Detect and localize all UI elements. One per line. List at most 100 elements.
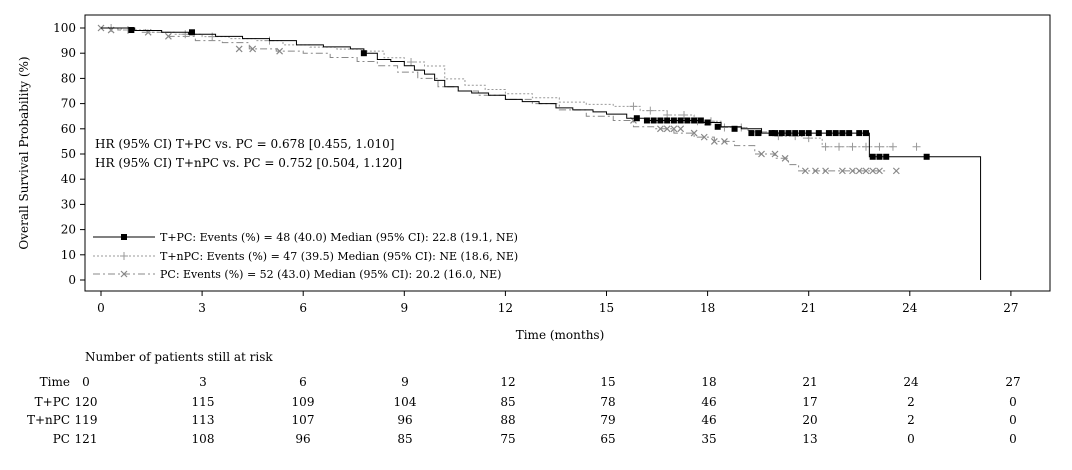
risk-cell: 107 bbox=[292, 413, 315, 427]
censor-mark bbox=[164, 32, 172, 40]
risk-time-cell: 24 bbox=[903, 375, 919, 389]
censor-mark bbox=[876, 153, 883, 160]
censor-mark bbox=[663, 125, 671, 133]
censor-mark bbox=[690, 129, 698, 137]
censor-mark bbox=[714, 123, 721, 130]
risk-cell: 108 bbox=[192, 432, 215, 446]
censor-mark bbox=[670, 125, 678, 133]
x-axis-label: Time (months) bbox=[516, 328, 605, 342]
censor-mark bbox=[781, 154, 789, 162]
risk-time-cell: 15 bbox=[600, 375, 615, 389]
risk-row-label: T+PC bbox=[35, 395, 70, 409]
y-tick-label: 70 bbox=[61, 97, 76, 111]
risk-table: Number of patients still at risk Time 0 3 6… bbox=[27, 350, 1021, 446]
x-axis: 0 3 6 9 12 15 18 21 24 27 bbox=[97, 291, 1019, 315]
y-axis: 0 10 20 30 40 50 60 70 80 90 100 bbox=[53, 21, 85, 287]
censor-mark bbox=[912, 142, 921, 151]
risk-time-cell: 3 bbox=[199, 375, 207, 389]
censor-mark bbox=[629, 102, 638, 111]
legend-label: T+nPC: Events (%) = 47 (39.5) Median (95… bbox=[160, 250, 518, 263]
risk-time-cell: 21 bbox=[802, 375, 817, 389]
hr-annotation-tnpc: HR (95% CI) T+nPC vs. PC = 0.752 [0.504,… bbox=[95, 156, 402, 170]
censor-mark bbox=[801, 167, 809, 175]
legend-marker bbox=[120, 252, 128, 260]
risk-cell: 17 bbox=[802, 395, 817, 409]
censor-mark bbox=[704, 119, 711, 126]
legend: T+PC: Events (%) = 48 (40.0) Median (95%… bbox=[93, 231, 518, 281]
risk-cell: 65 bbox=[600, 432, 615, 446]
censor-mark bbox=[710, 137, 718, 145]
censor-mark bbox=[650, 117, 657, 124]
legend-marker bbox=[120, 270, 128, 278]
risk-cell: 119 bbox=[75, 413, 98, 427]
risk-cell: 0 bbox=[1009, 413, 1017, 427]
censor-mark bbox=[208, 32, 217, 41]
risk-cell: 78 bbox=[600, 395, 615, 409]
risk-cell: 96 bbox=[397, 413, 412, 427]
censor-mark bbox=[181, 30, 190, 39]
censor-mark bbox=[812, 167, 819, 175]
censor-mark bbox=[835, 142, 844, 151]
risk-header-label: Time bbox=[40, 375, 70, 389]
y-tick-label: 0 bbox=[68, 273, 76, 287]
y-tick-label: 50 bbox=[61, 147, 76, 161]
y-tick-label: 20 bbox=[61, 223, 76, 237]
risk-cell: 121 bbox=[75, 432, 98, 446]
censor-mark bbox=[633, 115, 640, 122]
y-axis-label: Overall Survival Probability (%) bbox=[17, 56, 31, 249]
survival-curves bbox=[97, 24, 982, 280]
x-tick-label: 15 bbox=[599, 301, 614, 315]
risk-cell: 2 bbox=[907, 395, 915, 409]
censor-mark bbox=[677, 125, 685, 133]
censor-mark bbox=[657, 117, 664, 124]
risk-cell: 79 bbox=[600, 413, 615, 427]
censor-mark bbox=[848, 142, 857, 151]
censor-mark bbox=[768, 130, 775, 137]
risk-cell: 120 bbox=[75, 395, 98, 409]
censor-mark bbox=[805, 130, 812, 137]
censor-mark bbox=[684, 117, 691, 124]
censor-mark bbox=[697, 117, 704, 124]
censor-mark bbox=[821, 142, 830, 151]
x-tick-label: 3 bbox=[198, 301, 206, 315]
censor-mark bbox=[832, 130, 839, 137]
x-tick-label: 18 bbox=[700, 301, 715, 315]
censor-mark bbox=[883, 153, 890, 160]
risk-cell: 35 bbox=[701, 432, 716, 446]
censor-mark bbox=[855, 167, 863, 175]
risk-time-cell: 0 bbox=[82, 375, 90, 389]
censor-mark bbox=[838, 167, 846, 175]
risk-cell: 85 bbox=[397, 432, 412, 446]
censor-mark bbox=[862, 130, 869, 137]
risk-cell: 0 bbox=[907, 432, 915, 446]
censor-mark bbox=[731, 125, 738, 132]
x-tick-label: 21 bbox=[801, 301, 816, 315]
censor-mark bbox=[846, 130, 853, 137]
x-tick-label: 12 bbox=[498, 301, 513, 315]
risk-cell: 46 bbox=[701, 413, 716, 427]
y-tick-label: 100 bbox=[53, 21, 76, 35]
censor-mark bbox=[822, 167, 829, 175]
censor-mark bbox=[856, 130, 863, 137]
hr-annotation-tpc: HR (95% CI) T+PC vs. PC = 0.678 [0.455, … bbox=[95, 137, 394, 151]
survival-line bbox=[101, 27, 893, 148]
censor-mark bbox=[188, 29, 195, 36]
risk-cell: 104 bbox=[394, 395, 417, 409]
censor-mark bbox=[755, 130, 762, 137]
censor-mark bbox=[128, 27, 135, 34]
y-tick-label: 90 bbox=[61, 46, 76, 60]
legend-marker bbox=[121, 234, 127, 240]
risk-table-title: Number of patients still at risk bbox=[85, 350, 273, 364]
risk-time-cell: 18 bbox=[701, 375, 716, 389]
censor-mark bbox=[758, 150, 765, 158]
censor-mark bbox=[664, 117, 671, 124]
censor-mark bbox=[249, 45, 257, 53]
censor-mark bbox=[771, 150, 779, 158]
censor-mark bbox=[892, 167, 900, 175]
censor-mark bbox=[276, 47, 284, 55]
censor-mark bbox=[798, 130, 805, 137]
y-tick-label: 10 bbox=[61, 248, 76, 262]
censor-mark bbox=[815, 130, 822, 137]
risk-cell: 2 bbox=[907, 413, 915, 427]
